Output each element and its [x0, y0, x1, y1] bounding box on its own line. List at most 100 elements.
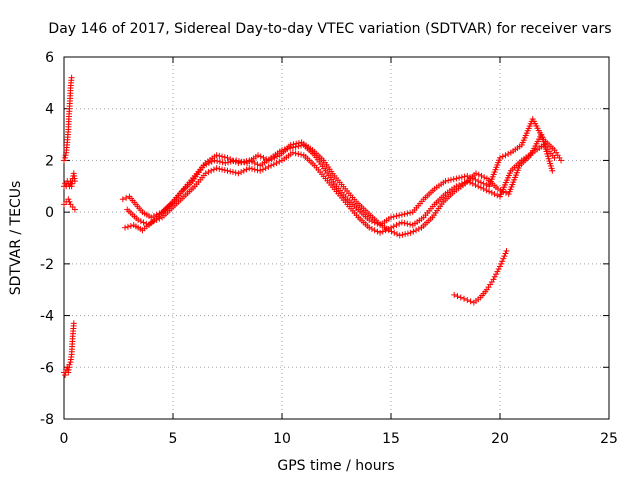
- y-tick-label: -6: [40, 360, 54, 376]
- data-point: [497, 263, 503, 270]
- data-point: [119, 196, 126, 203]
- data-point: [273, 160, 280, 167]
- data-point: [407, 229, 414, 236]
- data-point: [293, 140, 300, 147]
- data-point: [461, 295, 468, 302]
- data-point: [208, 167, 215, 174]
- data-point: [268, 162, 275, 169]
- data-point: [238, 169, 245, 176]
- data-point: [396, 232, 403, 239]
- data-point: [200, 162, 207, 169]
- data-point: [140, 219, 147, 226]
- data-point: [404, 230, 411, 237]
- data-point: [71, 206, 78, 213]
- data-point: [295, 139, 302, 146]
- data-point: [473, 170, 480, 177]
- data-point: [257, 167, 264, 174]
- data-point: [235, 158, 242, 165]
- data-point: [216, 152, 223, 159]
- data-point: [464, 172, 471, 179]
- data-point: [396, 212, 403, 219]
- data-point: [274, 153, 281, 160]
- data-point: [398, 219, 405, 226]
- data-point: [68, 74, 75, 81]
- data-point: [493, 271, 500, 278]
- data-point: [396, 220, 403, 227]
- data-point: [298, 151, 305, 158]
- data-point: [450, 176, 457, 183]
- data-point: [393, 231, 400, 238]
- data-point: [388, 214, 394, 221]
- data-point: [232, 169, 239, 176]
- data-point: [458, 174, 465, 181]
- data-point: [497, 187, 504, 194]
- data-point: [254, 167, 261, 174]
- data-point: [216, 158, 223, 165]
- data-point: [475, 178, 482, 185]
- data-point: [255, 152, 262, 159]
- data-point: [503, 247, 510, 254]
- data-point: [502, 250, 509, 257]
- data-point: [393, 213, 400, 220]
- data-point: [124, 223, 131, 230]
- data-point: [551, 154, 558, 161]
- data-point: [415, 225, 422, 232]
- data-point: [391, 229, 398, 236]
- data-point: [276, 158, 283, 165]
- data-point: [70, 320, 77, 327]
- data-point: [290, 141, 297, 148]
- data-point: [388, 228, 395, 235]
- data-point: [62, 152, 69, 159]
- data-point: [287, 141, 294, 148]
- data-point: [268, 156, 275, 163]
- data-point: [494, 185, 501, 192]
- data-point: [270, 161, 277, 168]
- data-point: [148, 214, 155, 221]
- data-point: [494, 192, 501, 199]
- data-point: [500, 188, 507, 195]
- data-point: [295, 150, 302, 157]
- data-point: [260, 154, 267, 161]
- data-point: [262, 165, 269, 172]
- data-point: [385, 227, 392, 234]
- data-point: [251, 160, 258, 167]
- data-point: [265, 163, 272, 170]
- data-point: [390, 223, 397, 230]
- data-point: [502, 189, 509, 196]
- data-point: [469, 180, 476, 187]
- y-tick-label: 0: [45, 205, 54, 221]
- data-point: [221, 154, 228, 161]
- data-point: [135, 216, 142, 223]
- data-point: [205, 169, 212, 176]
- data-point: [477, 179, 484, 186]
- data-point: [66, 361, 73, 368]
- data-point: [413, 227, 420, 234]
- data-point: [214, 158, 221, 165]
- data-point: [481, 174, 488, 181]
- data-point: [219, 159, 226, 166]
- x-tick-label: 20: [491, 431, 509, 447]
- y-tick-label: 4: [45, 102, 54, 118]
- grid-layer: [64, 57, 609, 419]
- x-tick-label: 5: [169, 431, 178, 447]
- data-point: [227, 156, 234, 163]
- data-point: [410, 228, 417, 235]
- data-point: [478, 172, 485, 179]
- data-point: [202, 170, 209, 177]
- data-point: [495, 266, 502, 273]
- data-point: [62, 372, 69, 379]
- data-point: [472, 181, 479, 188]
- data-point: [137, 218, 144, 225]
- data-point: [203, 161, 210, 168]
- data-point: [498, 260, 505, 267]
- data-point: [499, 258, 506, 265]
- data-point: [442, 178, 449, 185]
- data-point: [374, 228, 381, 235]
- data-point: [368, 225, 375, 232]
- data-point: [225, 159, 232, 166]
- data-point: [123, 194, 130, 201]
- data-point: [399, 231, 406, 238]
- data-point: [224, 154, 231, 161]
